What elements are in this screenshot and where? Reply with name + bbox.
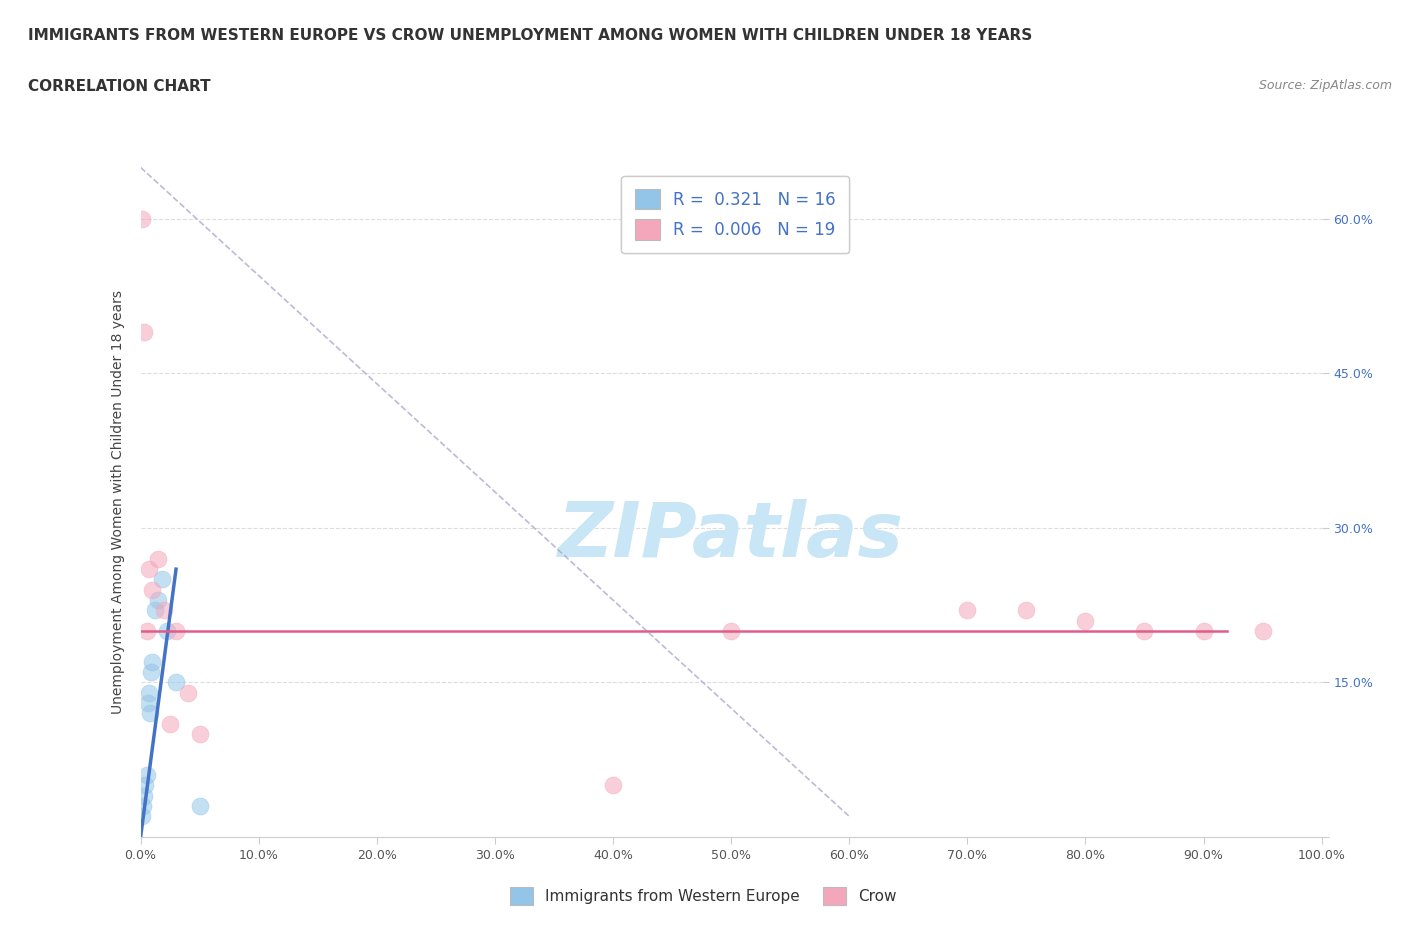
Point xyxy=(141,655,163,670)
Point xyxy=(141,665,163,680)
Point xyxy=(153,603,176,618)
Text: CORRELATION CHART: CORRELATION CHART xyxy=(28,79,211,94)
Point xyxy=(159,716,181,731)
Point xyxy=(134,325,156,339)
Point xyxy=(135,768,157,783)
Text: IMMIGRANTS FROM WESTERN EUROPE VS CROW UNEMPLOYMENT AMONG WOMEN WITH CHILDREN UN: IMMIGRANTS FROM WESTERN EUROPE VS CROW U… xyxy=(28,28,1032,43)
Point xyxy=(136,696,159,711)
Point xyxy=(1192,623,1215,638)
Text: Source: ZipAtlas.com: Source: ZipAtlas.com xyxy=(1258,79,1392,92)
Point xyxy=(139,706,162,721)
Point xyxy=(155,623,177,638)
Point xyxy=(131,211,153,226)
Text: ZIPatlas: ZIPatlas xyxy=(558,498,904,573)
Point xyxy=(132,799,155,814)
Legend: Immigrants from Western Europe, Crow: Immigrants from Western Europe, Crow xyxy=(502,879,904,913)
Point xyxy=(148,551,170,566)
Point xyxy=(188,726,211,741)
Point xyxy=(602,778,624,793)
Point xyxy=(138,685,160,700)
Legend: R =  0.321   N = 16, R =  0.006   N = 19: R = 0.321 N = 16, R = 0.006 N = 19 xyxy=(621,176,849,253)
Point xyxy=(165,623,187,638)
Point xyxy=(134,789,156,804)
Point xyxy=(135,623,157,638)
Point xyxy=(956,603,979,618)
Point xyxy=(720,623,742,638)
Point xyxy=(134,778,156,793)
Point xyxy=(1015,603,1038,618)
Point xyxy=(148,592,170,607)
Point xyxy=(1251,623,1274,638)
Point xyxy=(188,799,211,814)
Point xyxy=(1133,623,1156,638)
Point xyxy=(177,685,200,700)
Point xyxy=(150,572,173,587)
Point xyxy=(143,603,166,618)
Point xyxy=(138,562,160,577)
Point xyxy=(131,809,153,824)
Point xyxy=(141,582,163,597)
Point xyxy=(1074,613,1097,628)
Point xyxy=(165,675,187,690)
Y-axis label: Unemployment Among Women with Children Under 18 years: Unemployment Among Women with Children U… xyxy=(111,290,125,714)
